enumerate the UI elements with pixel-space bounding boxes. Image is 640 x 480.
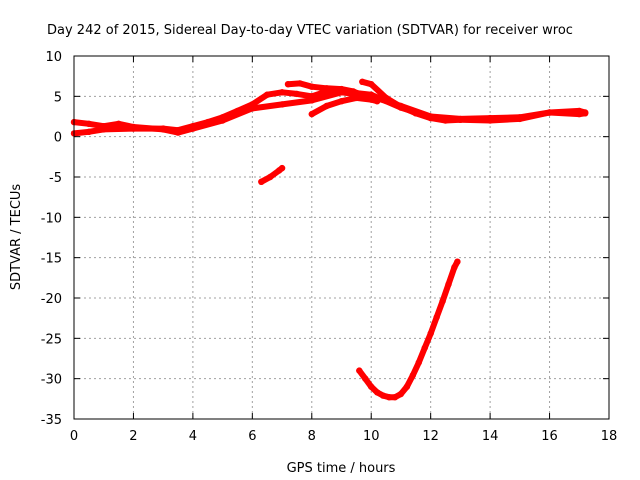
x-tick-label: 18 [601,429,618,444]
chart-title: Day 242 of 2015, Sidereal Day-to-day VTE… [47,23,573,38]
data-point [421,344,428,352]
data-point [397,390,405,398]
data-point [284,81,292,88]
data-point [368,96,375,103]
data-point [362,375,369,382]
data-point [356,367,363,374]
data-point [100,126,107,133]
data-point [368,81,375,88]
y-tick-label: -10 [41,211,62,226]
data-point [85,120,93,128]
data-point [219,114,226,121]
y-tick-label: 5 [54,90,62,105]
data-point [546,109,553,116]
data-point [442,117,449,124]
data-point [174,127,182,134]
data-point [374,98,381,105]
data-point [368,383,375,390]
data-point [350,88,357,95]
x-tick-label: 16 [541,429,558,444]
data-point [130,125,137,132]
data-point [115,120,122,128]
data-point [397,103,405,111]
data-point [374,389,381,396]
data-point [234,107,241,115]
x-tick-label: 0 [70,429,78,444]
data-point [308,93,315,100]
y-tick-label: -15 [41,252,62,267]
data-point [391,394,399,401]
y-tick-label: -30 [41,373,62,388]
data-point [516,115,523,123]
data-point [278,101,286,108]
data-point [439,298,446,305]
data-point [308,83,315,90]
data-point [267,173,274,181]
tick-layer: 0 2 4 6 8 10 12 14 16 18 10 5 0 -5 -10 -15 -20 -25 -30 -35 [41,50,618,444]
data-point [385,394,393,401]
data-point [353,94,360,102]
data-point [308,110,315,118]
x-tick-label: 8 [308,429,316,444]
x-tick-label: 2 [129,429,137,444]
data-point [278,89,286,96]
data-point [457,116,464,123]
data-point [582,109,589,116]
data-point [379,392,387,399]
data-point [486,117,494,124]
data-point [296,80,304,87]
y-tick-label: 0 [54,131,62,146]
plot-frame [73,55,610,420]
data-point [338,85,345,93]
y-tick-label: -5 [49,171,62,186]
x-tick-label: 12 [422,429,439,444]
data-point [278,164,286,172]
data-point [204,118,211,126]
data-point [427,114,434,122]
y-tick-label: 10 [45,50,62,65]
data-point [454,258,461,265]
y-tick-label: -20 [41,292,62,307]
y-axis-label: SDTVAR / TECUs [9,184,24,291]
data-point [338,98,345,105]
data-point [451,264,458,271]
data-point [189,123,197,130]
data-point [445,281,452,288]
data-point [323,85,330,92]
data-point [415,359,422,366]
x-tick-label: 14 [482,429,499,444]
data-point [249,101,256,108]
data-point [576,107,583,115]
x-tick-label: 6 [248,429,256,444]
data-point [160,125,167,132]
data-point [409,372,416,379]
data-point [427,330,434,337]
data-point [359,78,366,86]
data-point [293,90,301,98]
data-point [433,314,440,321]
x-axis-label: GPS time / hours [287,461,396,476]
data-point [403,383,411,390]
data-point [368,91,375,98]
data-point [382,94,390,102]
x-tick-label: 4 [189,429,197,444]
y-tick-label: -25 [41,332,62,347]
data-point [258,178,265,185]
y-tick-label: -35 [41,413,62,428]
series-layer [70,78,589,401]
data-point [264,91,271,98]
data-point [323,102,330,110]
series-track-7 [356,258,461,401]
x-tick-label: 10 [363,429,380,444]
grid-layer [74,56,609,419]
data-point [85,128,93,135]
data-point [412,110,419,117]
